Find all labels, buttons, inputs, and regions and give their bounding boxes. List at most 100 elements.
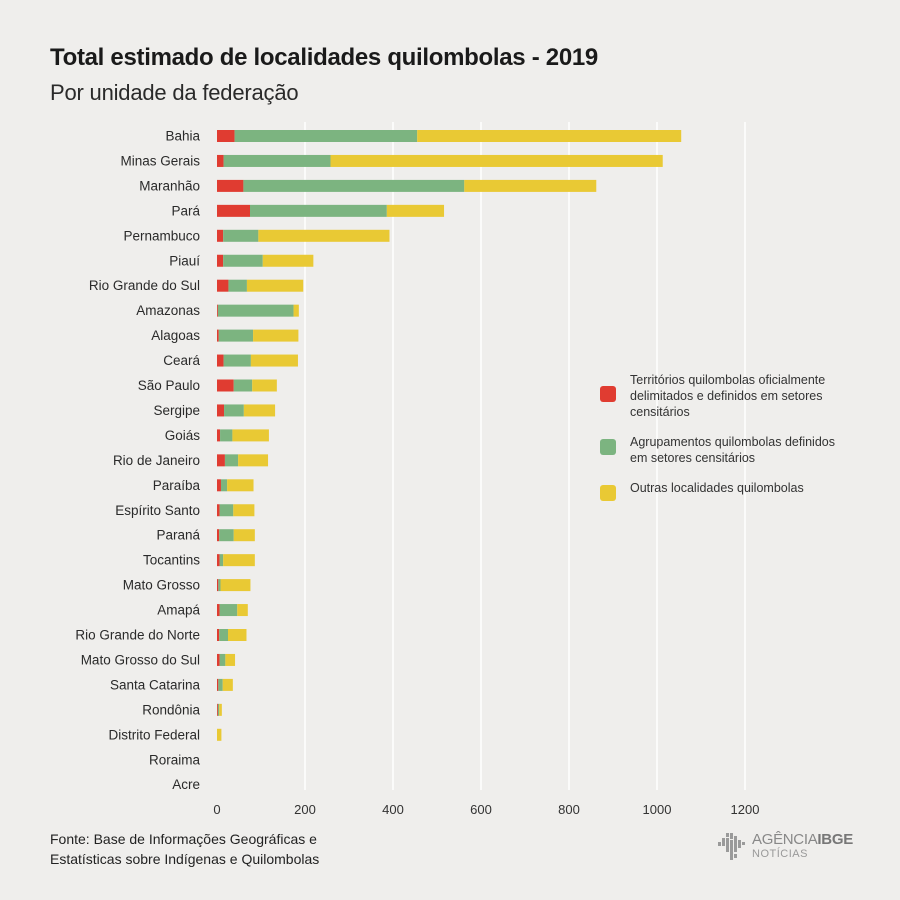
- category-label: Rio Grande do Sul: [89, 278, 200, 293]
- category-label: Maranhão: [139, 178, 200, 193]
- agencia-ibge-logo: AGÊNCIAIBGE NOTÍCIAS: [716, 832, 853, 862]
- bar-segment: [234, 529, 255, 541]
- bar-segment: [221, 579, 251, 591]
- category-label: Tocantins: [143, 553, 200, 568]
- bar-segment: [247, 280, 303, 292]
- bar-segment: [217, 380, 234, 392]
- bar-segment: [464, 180, 596, 192]
- bar-segment: [217, 230, 223, 242]
- bar-segment: [217, 529, 219, 541]
- bar-segment: [243, 180, 464, 192]
- ibge-map-icon: [716, 832, 746, 862]
- legend-swatch-yellow: [600, 485, 616, 501]
- bar-segment: [218, 579, 220, 591]
- bar-segment: [220, 504, 234, 516]
- bar-segment: [219, 330, 253, 342]
- bar-segment: [217, 679, 218, 691]
- bar-segment: [217, 604, 220, 616]
- category-label: Sergipe: [153, 403, 200, 418]
- legend-label: Agrupamentos quilombolas definidos em se…: [630, 434, 840, 466]
- bar-segment: [220, 604, 238, 616]
- legend-swatch-red: [600, 386, 616, 402]
- legend-item-outras: Outras localidades quilombolas: [600, 480, 840, 501]
- category-label: Rondônia: [142, 702, 200, 717]
- bar-segment: [220, 654, 226, 666]
- bar-segment: [244, 404, 275, 416]
- legend-item-agrupamentos: Agrupamentos quilombolas definidos em se…: [600, 434, 840, 466]
- category-label: Minas Gerais: [120, 153, 200, 168]
- category-label: Paraíba: [153, 478, 201, 493]
- bar-segment: [224, 404, 244, 416]
- bar-segment: [219, 704, 222, 716]
- bar-segment: [258, 230, 389, 242]
- bar-segment: [218, 305, 294, 317]
- category-label: Pernambuco: [123, 228, 200, 243]
- logo-sub: NOTÍCIAS: [752, 847, 853, 861]
- bar-segment: [217, 330, 219, 342]
- category-label: Pará: [171, 203, 200, 218]
- bar-segment: [217, 305, 218, 317]
- category-label: Piauí: [169, 253, 200, 268]
- bar-segment: [217, 130, 235, 142]
- bar-segment: [233, 504, 254, 516]
- bar-segment: [228, 629, 246, 641]
- bar-segment: [263, 255, 314, 267]
- source-line-1: Fonte: Base de Informações Geográficas e: [50, 829, 380, 849]
- x-tick-label: 1200: [731, 802, 760, 817]
- x-tick-label: 1000: [643, 802, 672, 817]
- source-line-2: Estatísticas sobre Indígenas e Quilombol…: [50, 849, 380, 869]
- x-tick-label: 600: [470, 802, 492, 817]
- source-note: Fonte: Base de Informações Geográficas e…: [50, 829, 380, 869]
- bar-segment: [217, 654, 220, 666]
- bar-segment: [219, 529, 234, 541]
- bar-segment: [238, 454, 268, 466]
- bar-segment: [223, 230, 258, 242]
- category-label: Ceará: [163, 353, 200, 368]
- bar-segment: [219, 629, 228, 641]
- bar-segment: [217, 255, 223, 267]
- bar-segment: [253, 330, 298, 342]
- bar-segment: [218, 679, 222, 691]
- logo-main: AGÊNCIAIBGE: [752, 833, 853, 847]
- category-label: Distrito Federal: [108, 727, 200, 742]
- bar-segment: [417, 130, 681, 142]
- category-label: Acre: [172, 777, 200, 792]
- bar-segment: [217, 704, 218, 716]
- bar-segment: [225, 454, 238, 466]
- bar-segment: [217, 404, 224, 416]
- x-tick-label: 400: [382, 802, 404, 817]
- category-label: Amapá: [157, 603, 200, 618]
- bar-segment: [227, 479, 253, 491]
- bar-segment: [223, 554, 255, 566]
- x-tick-label: 800: [558, 802, 580, 817]
- logo-text: AGÊNCIAIBGE NOTÍCIAS: [752, 833, 853, 861]
- x-tick-label: 0: [213, 802, 220, 817]
- bar-segment: [252, 380, 277, 392]
- category-label: São Paulo: [138, 378, 200, 393]
- category-label: Amazonas: [136, 303, 200, 318]
- category-label: Paraná: [156, 528, 200, 543]
- category-labels: Bahia Minas Gerais Maranhão Pará Pernambuco P…: [75, 129, 200, 793]
- bar-segment: [217, 454, 225, 466]
- bar-segment: [217, 479, 221, 491]
- category-label: Roraima: [149, 752, 201, 767]
- category-label: Santa Catarina: [110, 677, 201, 692]
- bar-segment: [224, 355, 251, 367]
- bar-segment: [331, 155, 663, 167]
- bar-segment: [237, 604, 248, 616]
- bar-segment: [217, 629, 219, 641]
- bar-segment: [217, 554, 220, 566]
- bar-segment: [232, 429, 269, 441]
- bar-segment: [235, 130, 418, 142]
- x-tick-label: 200: [294, 802, 316, 817]
- legend-swatch-green: [600, 439, 616, 455]
- category-label: Rio de Janeiro: [113, 453, 200, 468]
- category-label: Mato Grosso do Sul: [81, 652, 200, 667]
- legend-label: Territórios quilombolas oficialmente del…: [630, 372, 840, 420]
- bar-segment: [217, 180, 243, 192]
- bar-segment: [217, 729, 221, 741]
- bar-segment: [251, 355, 298, 367]
- category-label: Goiás: [165, 428, 201, 443]
- bar-segment: [221, 479, 227, 491]
- bar-segment: [217, 504, 220, 516]
